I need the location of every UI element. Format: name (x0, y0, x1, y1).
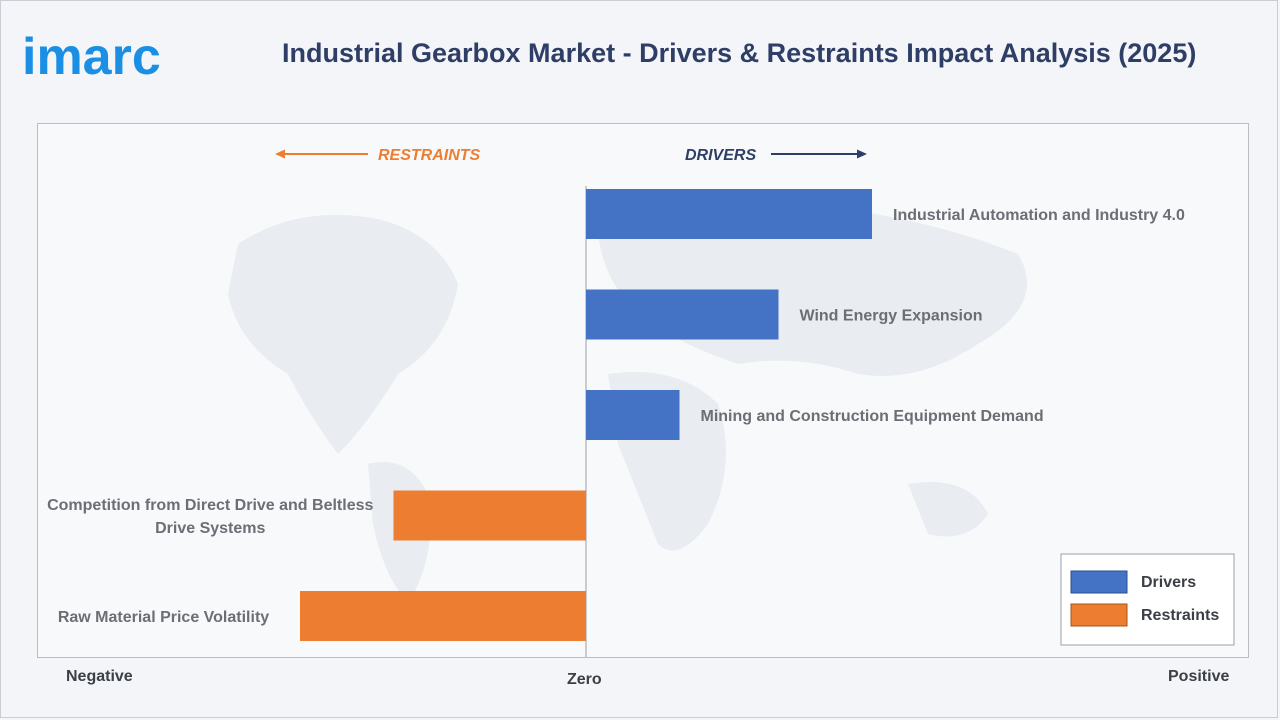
restraints-direction-label: RESTRAINTS (378, 147, 481, 164)
bar-label-0: Industrial Automation and Industry 4.0 (893, 207, 1185, 224)
bar-4 (300, 591, 586, 641)
legend-label-restraints: Restraints (1141, 607, 1219, 624)
legend-box (1060, 553, 1235, 646)
chart-area: RESTRAINTS DRIVERS Industrial Automation… (37, 123, 1249, 658)
axis-label-negative: Negative (66, 668, 133, 685)
axis-label-zero: Zero (567, 671, 602, 688)
bar-label-2: Mining and Construction Equipment Demand (701, 408, 1044, 425)
legend-swatch-restraints (1070, 603, 1128, 627)
bars-layer: Industrial Automation and Industry 4.0 Wi… (47, 189, 1185, 641)
imarc-logo: imarc (22, 28, 161, 86)
drivers-arrowhead (857, 149, 867, 159)
legend-label-drivers: Drivers (1141, 574, 1196, 591)
page-title: Industrial Gearbox Market - Drivers & Re… (282, 38, 1197, 68)
legend: Drivers Restraints (1060, 553, 1235, 646)
bar-label-3: Competition from Direct Drive and Beltle… (47, 497, 373, 537)
legend-swatch-drivers (1070, 570, 1128, 594)
bar-label-4: Raw Material Price Volatility (58, 609, 269, 626)
restraints-arrowhead (275, 149, 285, 159)
bar-2 (586, 390, 680, 440)
bar-3 (393, 490, 586, 541)
axis-label-positive: Positive (1168, 668, 1230, 685)
svg-text:imarc: imarc (22, 28, 161, 86)
drivers-direction-label: DRIVERS (685, 147, 756, 164)
bar-label-1: Wind Energy Expansion (800, 308, 983, 325)
bar-1 (586, 289, 779, 340)
impact-chart: RESTRAINTS DRIVERS Industrial Automation… (47, 147, 1235, 657)
bar-0 (586, 189, 872, 239)
